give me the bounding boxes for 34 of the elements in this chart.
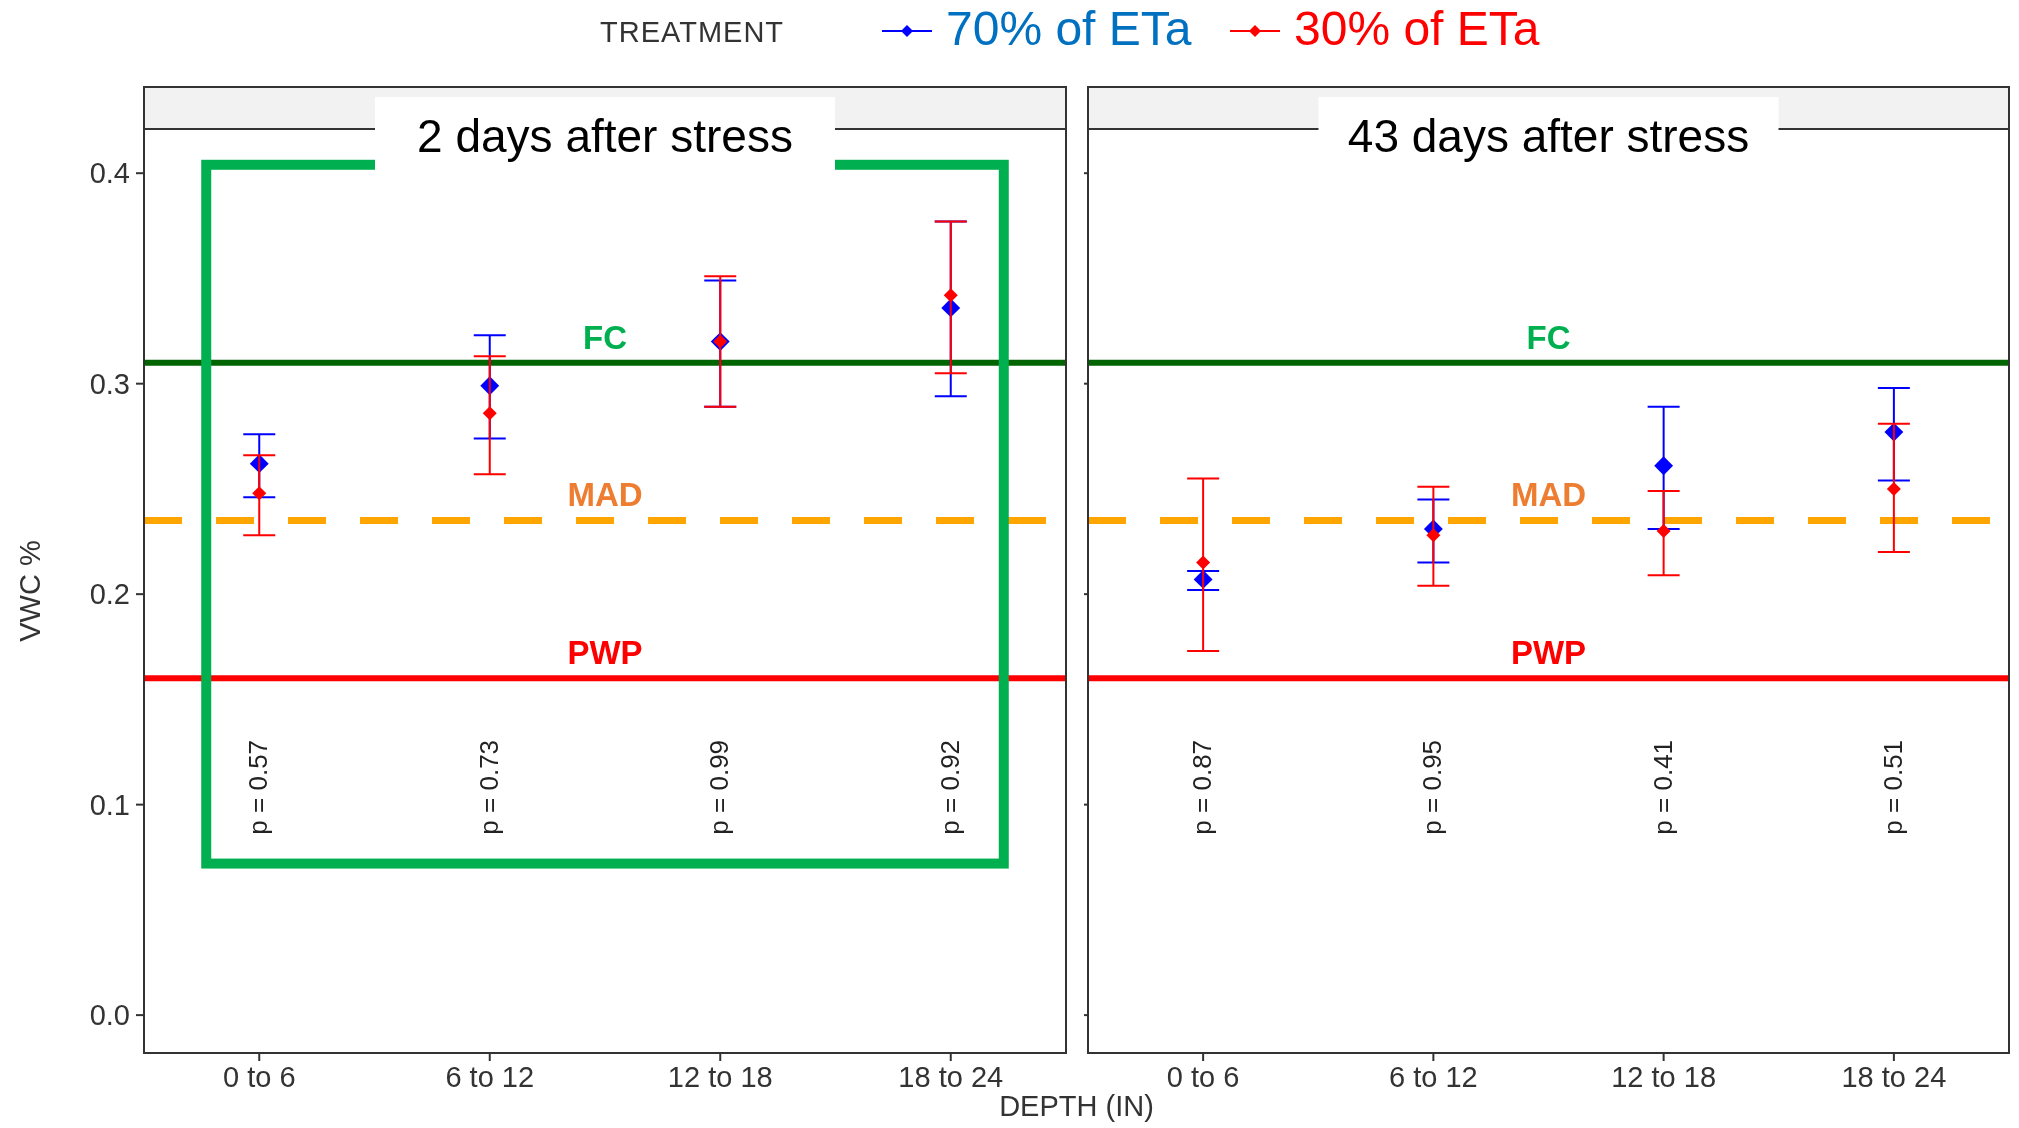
annotation: p = 0.95	[1417, 739, 1448, 835]
y-tick-label: 0.4	[89, 157, 130, 190]
ref-line-label: FC	[583, 318, 627, 356]
x-tick-label: 18 to 24	[898, 1061, 1004, 1093]
annotation: p = 0.41	[1647, 739, 1678, 835]
y-tick-label: 0.0	[89, 999, 130, 1032]
x-tick-label: 0 to 6	[222, 1061, 296, 1093]
legend-title: TREATMENT	[600, 16, 785, 48]
x-tick-label: 18 to 24	[1841, 1061, 1947, 1093]
y-tick-label: 0.2	[89, 578, 130, 611]
annotation: p = 0.99	[704, 739, 735, 835]
x-tick-label: 12 to 18	[1611, 1061, 1717, 1093]
annotation: p = 0.73	[473, 739, 504, 835]
x-tick-label: 12 to 18	[667, 1061, 773, 1093]
x-tick-label: 6 to 12	[445, 1061, 535, 1093]
annotation: p = 0.51	[1877, 739, 1908, 835]
y-tick-label: 0.1	[89, 788, 130, 821]
annotation: p = 0.92	[934, 739, 965, 835]
ref-line-label: MAD	[1510, 476, 1587, 514]
y-axis-title: VWC %	[14, 540, 46, 642]
x-axis-title: DEPTH (IN)	[999, 1090, 1154, 1122]
chart-title: 43 days after stress	[1347, 110, 1750, 162]
x-tick-label: 0 to 6	[1166, 1061, 1240, 1093]
y-tick-label: 0.3	[89, 367, 130, 400]
ref-line-label: PWP	[567, 634, 643, 672]
x-tick-label: 6 to 12	[1389, 1061, 1478, 1093]
annotation: p = 0.87	[1187, 739, 1218, 835]
ref-line-label: FC	[1526, 318, 1571, 356]
ref-line-label: PWP	[1510, 634, 1587, 672]
legend-label: 70% of ETa	[946, 2, 1192, 55]
chart-title: 2 days after stress	[417, 110, 793, 162]
annotation: p = 0.57	[243, 739, 274, 835]
legend-label: 30% of ETa	[1294, 2, 1540, 55]
ref-line-label: MAD	[567, 476, 643, 514]
